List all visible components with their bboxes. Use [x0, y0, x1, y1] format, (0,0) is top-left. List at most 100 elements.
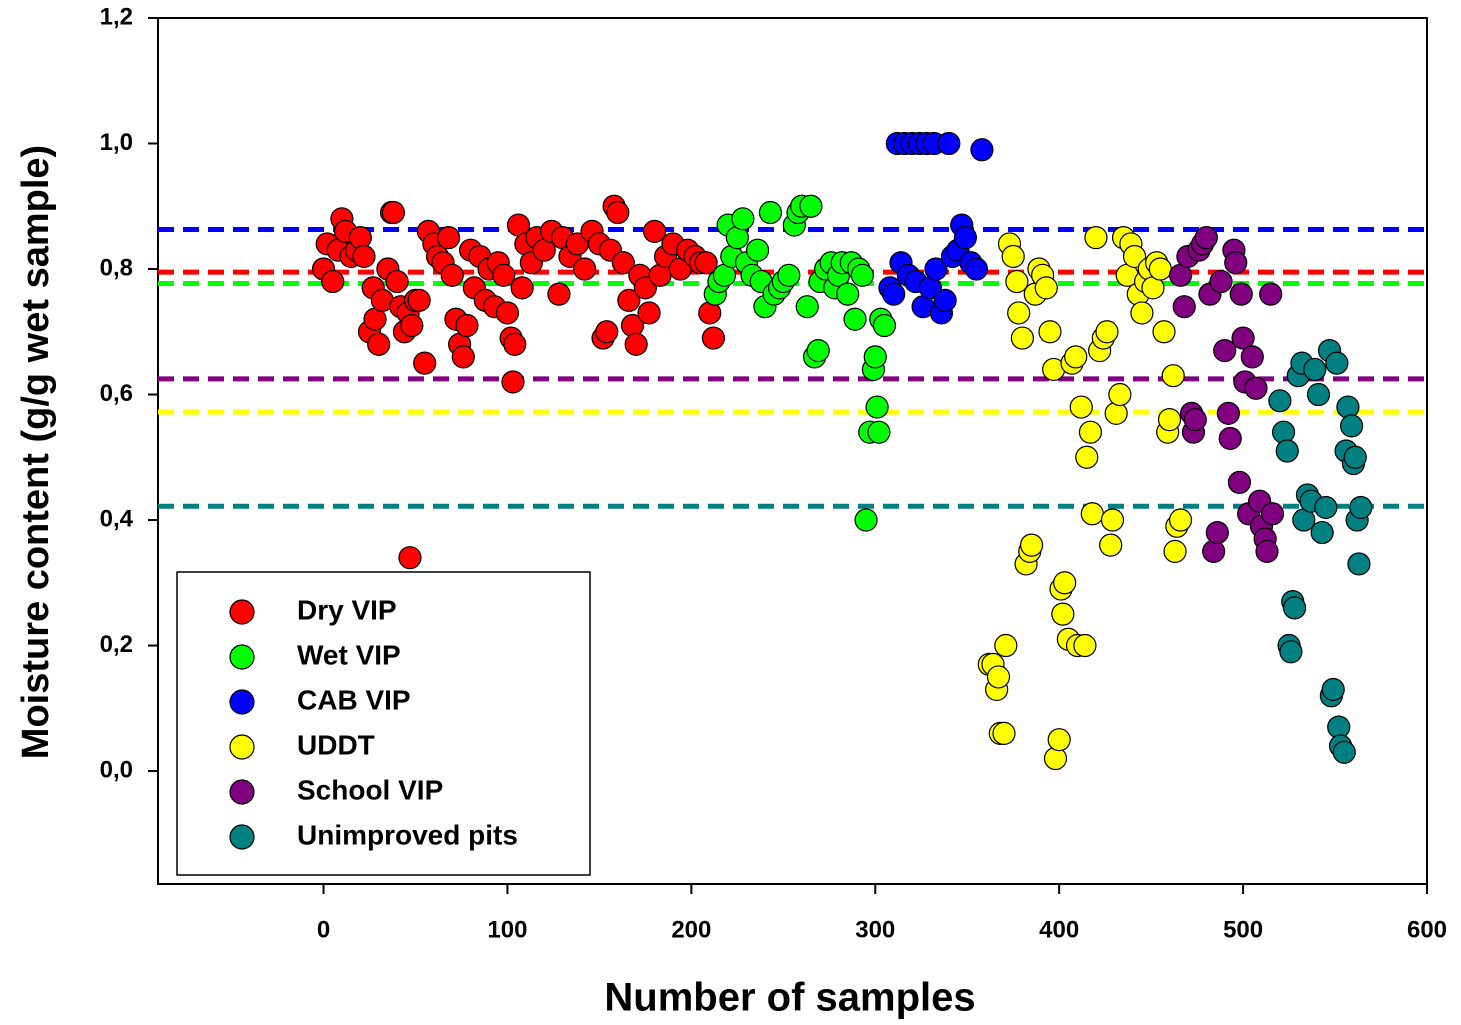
- data-point: [348, 226, 372, 250]
- data-point: [1122, 244, 1147, 269]
- data-point: [1095, 320, 1119, 344]
- data-point: [1260, 502, 1285, 526]
- data-point: [745, 238, 770, 262]
- data-point: [492, 263, 516, 287]
- data-point: [806, 338, 830, 363]
- data-point: [1321, 677, 1345, 702]
- legend-marker: [229, 689, 255, 715]
- data-point: [1078, 420, 1103, 444]
- data-point: [933, 288, 957, 312]
- y-tick-label: 1,2: [100, 3, 133, 30]
- data-point: [1314, 495, 1338, 520]
- data-point: [836, 282, 860, 306]
- data-point: [1216, 401, 1240, 425]
- y-tick-label: 1,0: [100, 129, 133, 156]
- data-point: [1336, 395, 1360, 419]
- data-point: [1202, 539, 1226, 564]
- legend-label: CAB VIP: [297, 684, 411, 715]
- data-point: [1227, 470, 1252, 494]
- data-point: [1161, 364, 1185, 388]
- data-point: [1310, 520, 1334, 545]
- data-point: [1104, 401, 1128, 425]
- data-point: [367, 332, 391, 356]
- data-point: [1183, 408, 1207, 432]
- data-point: [1244, 376, 1268, 400]
- data-point: [1231, 326, 1255, 350]
- data-point: [865, 395, 889, 419]
- data-point: [1332, 740, 1356, 764]
- data-point: [400, 313, 424, 338]
- data-point: [953, 226, 977, 250]
- data-point: [1194, 226, 1218, 250]
- legend-marker: [229, 599, 255, 625]
- legend-label: Unimproved pits: [297, 819, 518, 850]
- data-point: [1005, 269, 1029, 294]
- data-point: [436, 226, 461, 250]
- data-point: [799, 194, 823, 218]
- data-point: [850, 263, 874, 287]
- data-point: [1339, 414, 1364, 438]
- legend-label: Dry VIP: [297, 594, 397, 625]
- data-point: [937, 131, 961, 156]
- data-point: [1084, 226, 1108, 250]
- data-point: [1034, 276, 1058, 300]
- legend-marker: [229, 824, 255, 850]
- data-point: [385, 269, 409, 294]
- data-point: [986, 665, 1011, 689]
- data-point: [854, 508, 878, 532]
- data-point: [413, 351, 437, 375]
- y-tick-label: 0,6: [100, 380, 133, 407]
- data-point: [867, 420, 891, 444]
- legend-label: School VIP: [297, 774, 443, 805]
- data-point: [1010, 326, 1034, 350]
- y-axis-title: Moisture content (g/g wet sample): [15, 145, 57, 759]
- data-point: [381, 200, 406, 225]
- data-point: [701, 326, 726, 350]
- data-point: [1259, 282, 1283, 306]
- data-point: [1205, 520, 1229, 545]
- data-point: [1043, 746, 1068, 771]
- data-point: [1325, 351, 1349, 375]
- data-point: [407, 288, 431, 312]
- data-point: [795, 295, 819, 319]
- data-point: [1073, 633, 1097, 658]
- x-axis-title: Number of samples: [604, 976, 975, 1020]
- data-point: [758, 200, 783, 225]
- data-point: [1303, 357, 1327, 382]
- legend-marker: [229, 779, 255, 805]
- data-point: [992, 721, 1016, 745]
- data-point: [1038, 320, 1062, 344]
- data-point: [1047, 728, 1071, 752]
- data-point: [495, 301, 520, 325]
- data-point: [1108, 382, 1132, 407]
- data-point: [731, 207, 755, 231]
- data-point: [970, 138, 994, 162]
- data-point: [1148, 257, 1172, 281]
- data-point: [573, 257, 597, 281]
- y-tick-label: 0,8: [100, 254, 133, 281]
- data-point: [872, 313, 897, 338]
- data-point: [1168, 508, 1193, 532]
- data-point: [624, 332, 648, 356]
- data-point: [451, 345, 475, 369]
- data-point: [1053, 571, 1077, 595]
- data-point: [1279, 640, 1303, 664]
- data-point: [503, 332, 527, 356]
- data-point: [1209, 269, 1233, 294]
- data-point: [924, 257, 948, 281]
- data-point: [1213, 338, 1237, 363]
- y-tick-label: 0,0: [100, 756, 133, 783]
- y-tick-label: 0,4: [100, 505, 134, 532]
- data-point: [1157, 408, 1182, 432]
- y-tick-label: 0,2: [100, 631, 133, 658]
- data-point: [994, 633, 1018, 658]
- data-point: [1229, 282, 1253, 306]
- data-point: [964, 257, 989, 281]
- data-point: [398, 546, 422, 570]
- legend-marker: [229, 734, 255, 760]
- x-tick-label: 300: [855, 916, 895, 943]
- legend-label: UDDT: [297, 729, 375, 760]
- data-point: [637, 301, 661, 325]
- data-point: [1163, 539, 1187, 564]
- data-point: [863, 345, 887, 369]
